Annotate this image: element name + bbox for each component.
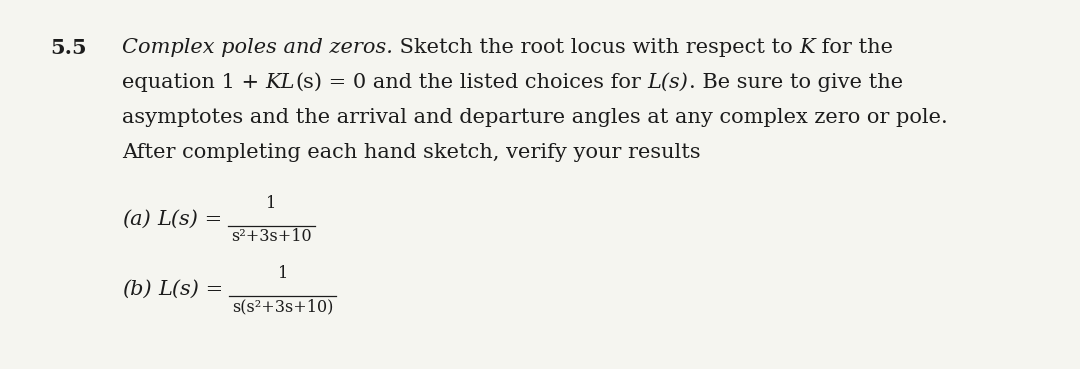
Text: 1: 1 [278,265,287,282]
Text: (b): (b) [122,280,151,299]
Text: Complex poles and zeros.: Complex poles and zeros. [122,38,393,57]
Text: KL: KL [266,73,295,92]
Text: . Be sure to give the: . Be sure to give the [689,73,903,92]
Text: K: K [799,38,814,57]
Text: =: = [199,210,229,229]
Text: L(s): L(s) [158,210,199,229]
Text: Sketch the root locus with respect to: Sketch the root locus with respect to [393,38,799,57]
Text: L(s): L(s) [159,280,199,299]
Text: 5.5: 5.5 [50,38,86,58]
Text: for the: for the [814,38,893,57]
Text: L(s): L(s) [648,73,689,92]
Text: s(s²+3s+10): s(s²+3s+10) [232,298,334,315]
Text: (a): (a) [122,210,151,229]
Text: asymptotes and the arrival and departure angles at any complex zero or pole.: asymptotes and the arrival and departure… [122,108,948,127]
Text: equation 1 +: equation 1 + [122,73,266,92]
Text: =: = [199,280,230,299]
Text: 1: 1 [267,195,276,212]
Text: = 0 and the listed choices for: = 0 and the listed choices for [322,73,648,92]
Text: After completing each hand sketch, verify your results: After completing each hand sketch, verif… [122,143,701,162]
Text: s²+3s+10: s²+3s+10 [231,228,312,245]
Text: (s): (s) [295,73,322,92]
